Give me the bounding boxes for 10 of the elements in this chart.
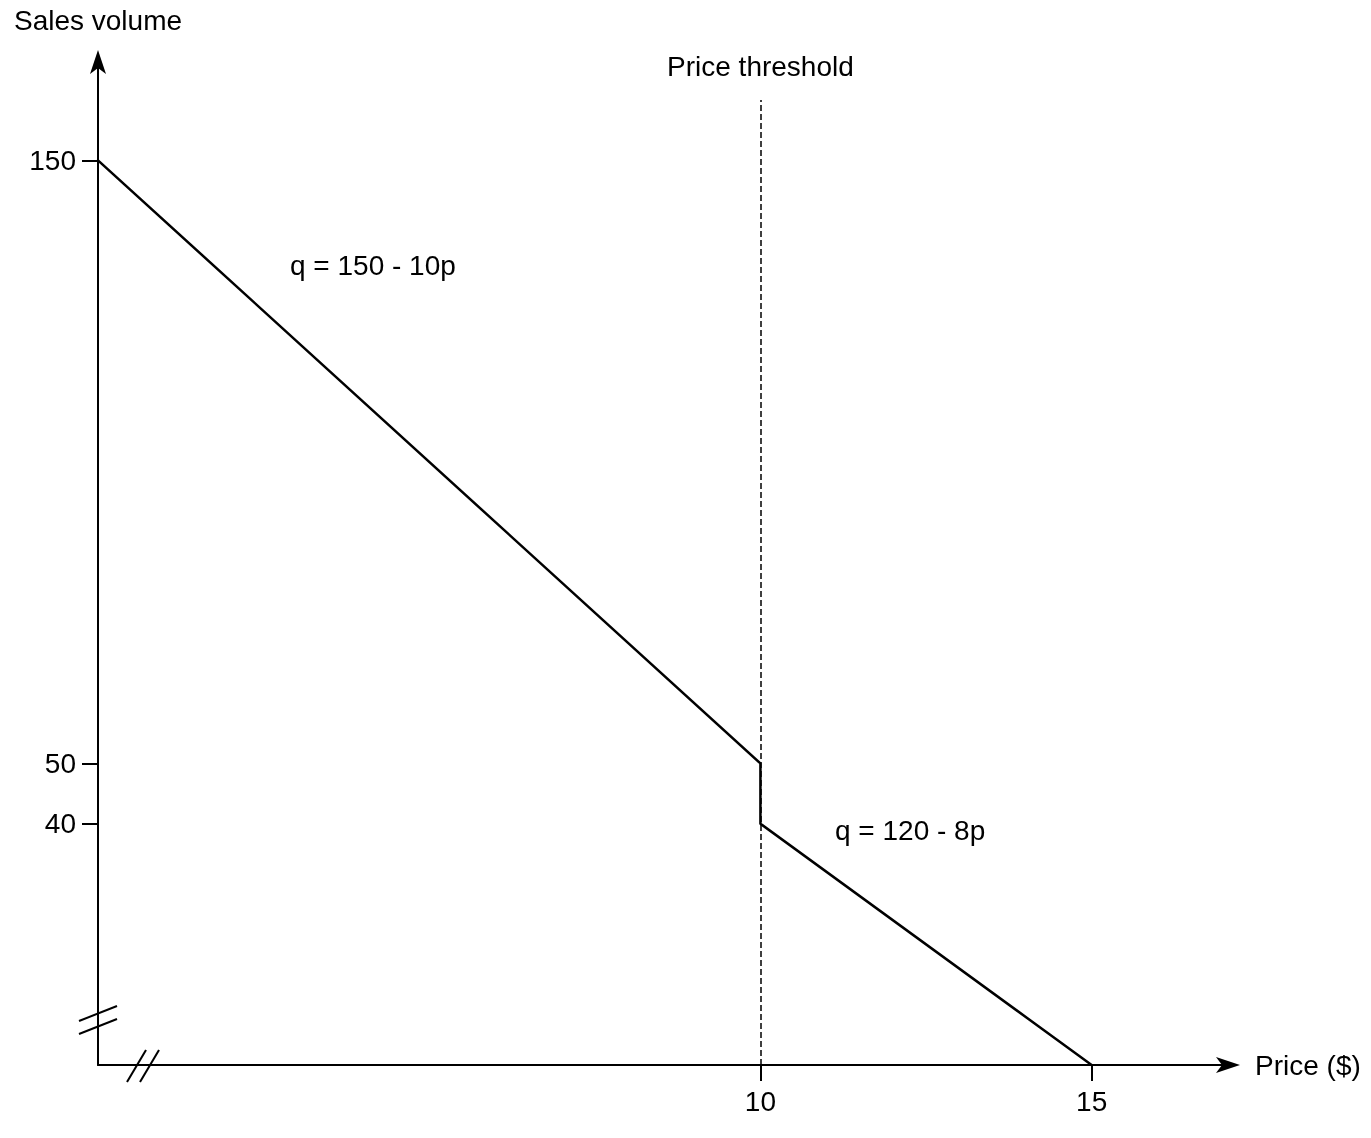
ref-line-label: Price threshold xyxy=(667,50,854,82)
annotation: q = 150 - 10p xyxy=(290,249,456,281)
annotation: q = 120 - 8p xyxy=(835,814,986,846)
x-tick-label: 15 xyxy=(1076,1085,1108,1117)
y-axis-title: Sales volume xyxy=(13,4,183,36)
x-tick-label: 10 xyxy=(744,1085,776,1117)
x-axis-title: Price ($) xyxy=(1255,1049,1361,1081)
y-tick-label: 50 xyxy=(44,747,76,779)
y-tick-label: 150 xyxy=(29,144,76,176)
y-tick-label: 40 xyxy=(44,808,76,840)
